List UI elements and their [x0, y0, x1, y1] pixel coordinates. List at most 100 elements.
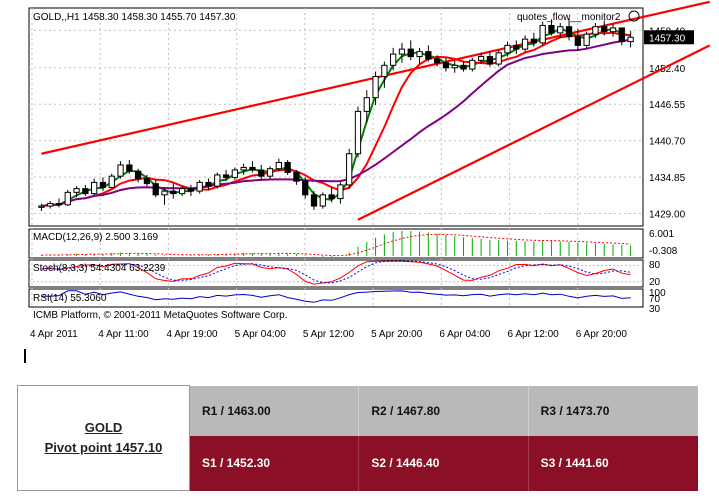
candle-body — [47, 203, 54, 207]
pivot-table: GOLD Pivot point 1457.10 R1 / 1463.00 R2… — [17, 385, 698, 491]
time-tick-label: 4 Apr 19:00 — [166, 329, 218, 340]
resistance-1: R1 / 1463.00 — [189, 385, 360, 436]
support-3: S3 / 1441.60 — [528, 435, 698, 491]
time-tick-label: 5 Apr 12:00 — [303, 329, 355, 340]
candle-body — [73, 188, 80, 193]
candle-body — [513, 44, 520, 50]
candle-body — [178, 188, 186, 195]
rsi-line — [41, 290, 631, 303]
resistance-3: R3 / 1473.70 — [528, 385, 698, 436]
resistance-2: R2 / 1467.80 — [358, 385, 529, 436]
candle-body — [161, 190, 168, 196]
candle-body — [574, 36, 581, 46]
price-tick-label: 1429.00 — [649, 210, 686, 221]
candle-body — [469, 59, 476, 70]
candle-body — [38, 205, 45, 208]
candle-body — [91, 181, 98, 195]
candle-body — [486, 56, 494, 65]
symbol-label: GOLD — [84, 420, 123, 435]
indicator-name: quotes_flow__monitor2 — [517, 12, 621, 23]
candle-body — [249, 166, 256, 171]
candle-body — [214, 174, 221, 187]
candle-body — [55, 203, 63, 206]
stoch-tick-label: 20 — [649, 277, 661, 288]
time-tick-label: 6 Apr 20:00 — [576, 329, 628, 340]
candle-body — [196, 181, 203, 192]
chart-svg: 1458.401452.401446.551440.701434.851429.… — [28, 0, 711, 340]
candle-body — [416, 51, 423, 58]
time-tick-label: 6 Apr 12:00 — [508, 329, 560, 340]
candle-body — [302, 180, 309, 196]
candle-body — [390, 53, 397, 66]
candle-body — [451, 64, 458, 69]
candle-body — [372, 76, 379, 99]
candle-body — [337, 184, 344, 200]
price-tick-label: 1434.85 — [649, 173, 686, 184]
candle-body — [134, 170, 142, 180]
price-tick-label: 1446.55 — [649, 100, 686, 111]
candle-body — [143, 178, 151, 185]
candle-body — [433, 58, 441, 64]
candle-body — [126, 164, 133, 172]
candle-body — [284, 161, 291, 173]
candle-body — [152, 183, 159, 196]
candle-body — [108, 175, 115, 188]
indicator-close-icon — [628, 10, 640, 22]
candle-body — [548, 24, 555, 34]
symbol-header: GOLD,,H1 1458.30 1458.30 1455.70 1457.30 — [33, 12, 236, 23]
pivot-point-label: Pivot point 1457.10 — [44, 440, 163, 455]
candle-body — [460, 64, 467, 70]
text-cursor — [24, 349, 26, 363]
candle-body — [442, 62, 450, 69]
panel-frame-3 — [28, 288, 644, 308]
time-tick-label: 5 Apr 20:00 — [371, 329, 423, 340]
candle-body — [170, 190, 177, 195]
rsi-tick-label: 30 — [649, 304, 661, 315]
macd-tick-label: -0.308 — [649, 246, 678, 257]
candle-body — [310, 194, 318, 207]
candle-body — [601, 26, 608, 33]
candle-body — [521, 38, 529, 50]
time-tick-label: 4 Apr 11:00 — [98, 329, 149, 340]
candle-body — [346, 153, 353, 186]
candle-body — [583, 33, 590, 46]
candle-body — [293, 171, 300, 182]
stoch-d-line — [41, 260, 631, 284]
rsi-tick-label: 100 — [649, 288, 666, 299]
pivot-symbol-cell: GOLD Pivot point 1457.10 — [17, 385, 190, 491]
candle-body — [407, 48, 414, 58]
candle-body — [425, 51, 432, 60]
candle-body — [539, 24, 546, 44]
candle-body — [64, 191, 71, 206]
price-chart: 1458.401452.401446.551440.701434.851429.… — [28, 0, 711, 340]
support-1: S1 / 1452.30 — [189, 435, 360, 491]
support-2: S2 / 1446.40 — [358, 435, 529, 491]
copyright-label: ICMB Platform, © 2001-2011 MetaQuotes So… — [33, 310, 288, 321]
candle-body — [618, 27, 625, 43]
time-tick-label: 5 Apr 04:00 — [235, 329, 287, 340]
rsi-tick-label: 70 — [649, 294, 661, 305]
price-tick-label: 1440.70 — [649, 137, 686, 148]
candle-body — [504, 44, 511, 54]
candle-body — [258, 169, 265, 177]
candle-body — [231, 169, 239, 178]
candle-body — [530, 38, 538, 44]
candle-body — [381, 64, 388, 78]
candle-body — [398, 48, 406, 55]
candle-body — [117, 164, 124, 177]
candle-body — [82, 188, 89, 195]
candle-body — [354, 110, 362, 155]
candle-body — [477, 56, 485, 61]
candle-body — [266, 168, 274, 177]
time-tick-label: 6 Apr 04:00 — [439, 329, 491, 340]
candle-body — [319, 194, 326, 207]
candle-body — [275, 161, 282, 170]
macd-label: MACD(12,26,9) 2.500 3.169 — [33, 232, 159, 243]
candle-body — [627, 36, 634, 43]
candle-body — [222, 174, 230, 178]
candle-body — [240, 166, 247, 171]
current-price-tag — [644, 30, 694, 45]
candle-body — [565, 26, 573, 38]
rsi-label: RSI(14) 55.3060 — [33, 293, 107, 304]
candle-body — [609, 27, 617, 33]
